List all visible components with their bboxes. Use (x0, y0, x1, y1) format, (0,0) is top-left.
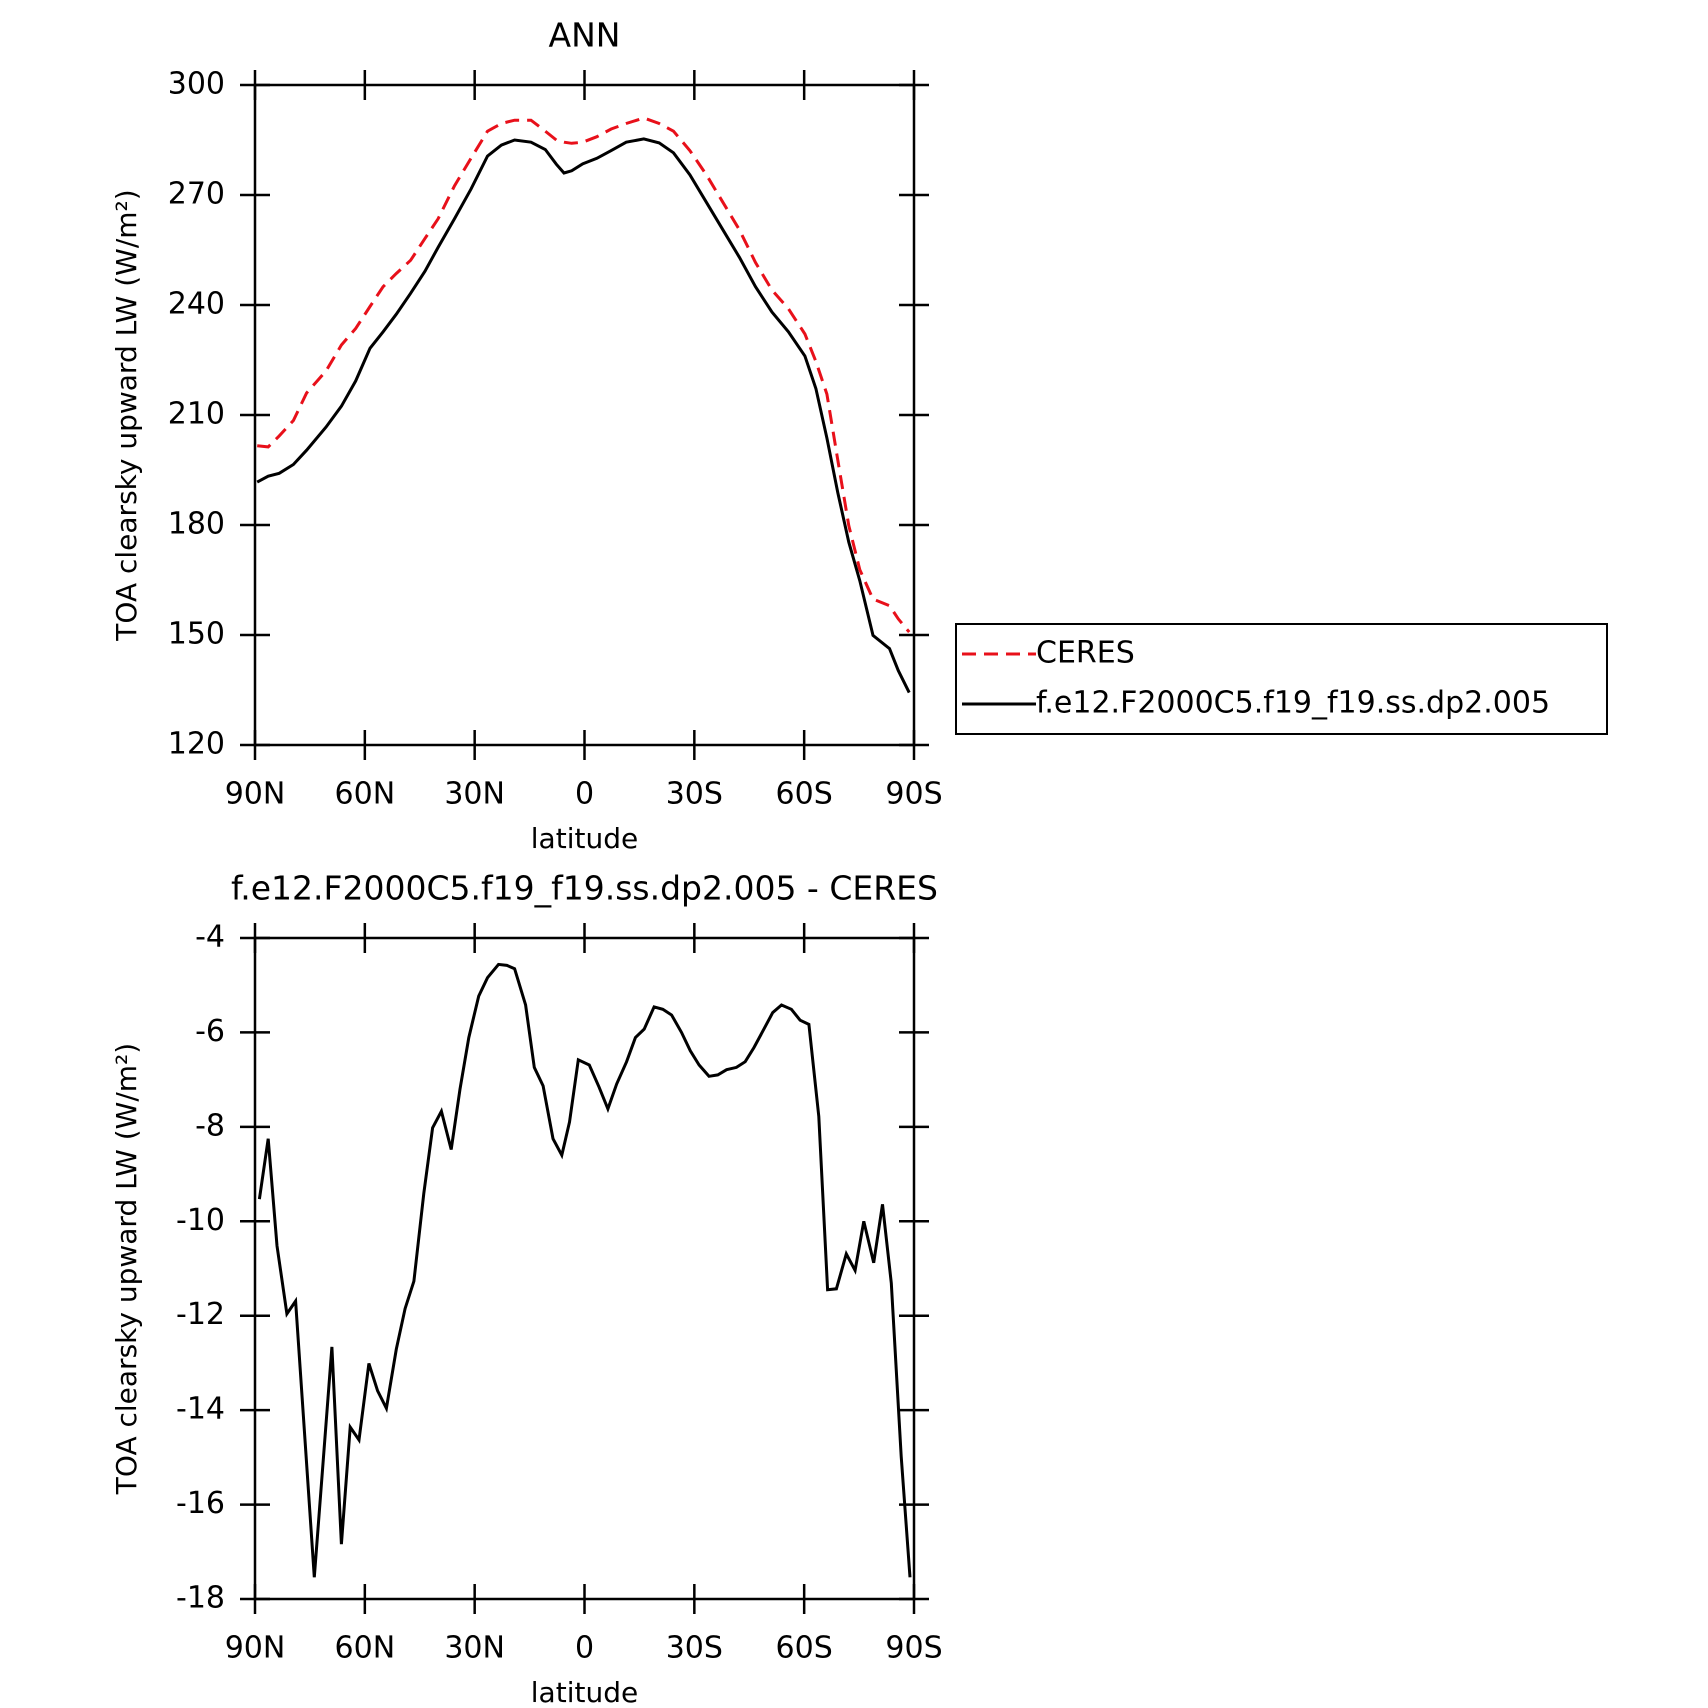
y-tick-label: 270 (168, 177, 225, 212)
legend-label: f.e12.F2000C5.f19_f19.ss.dp2.005 (1036, 686, 1550, 721)
y-tick-label: -14 (176, 1392, 225, 1427)
y-tick-label: 120 (168, 727, 225, 762)
y-tick-label: -10 (176, 1203, 225, 1238)
chart-title: f.e12.F2000C5.f19_f19.ss.dp2.005 - CERES (231, 869, 938, 908)
data-line (257, 962, 912, 1578)
y-tick-label: -6 (195, 1014, 225, 1049)
legend-label: CERES (1036, 636, 1135, 671)
x-tick-label: 30N (444, 1631, 505, 1666)
y-tick-label: 180 (168, 507, 225, 542)
x-tick-label: 90S (885, 1631, 942, 1666)
x-tick-label: 60N (335, 777, 396, 812)
x-axis-label: latitude (531, 822, 638, 855)
x-tick-label: 0 (575, 1631, 594, 1666)
x-tick-label: 60S (776, 777, 833, 812)
x-tick-label: 90N (225, 1631, 286, 1666)
x-tick-label: 30S (666, 1631, 723, 1666)
y-tick-label: 150 (168, 617, 225, 652)
x-axis-label: latitude (531, 1676, 638, 1708)
y-tick-label: -18 (176, 1581, 225, 1616)
y-tick-label: -16 (176, 1486, 225, 1521)
y-tick-label: -12 (176, 1297, 225, 1332)
y-tick-label: -4 (195, 920, 225, 955)
plot-frame (253, 936, 916, 1601)
chart-title: ANN (549, 16, 621, 55)
y-tick-label: 240 (168, 287, 225, 322)
y-tick-label: -8 (195, 1108, 225, 1143)
x-tick-label: 90S (885, 777, 942, 812)
y-tick-label: 300 (168, 67, 225, 102)
x-tick-label: 30N (444, 777, 505, 812)
y-axis-label: TOA clearsky upward LW (W/m²) (110, 1043, 143, 1495)
legend-box (955, 623, 1608, 735)
x-tick-label: 60S (776, 1631, 833, 1666)
y-axis-label: TOA clearsky upward LW (W/m²) (110, 189, 143, 641)
plot-frame (253, 83, 916, 747)
data-line (257, 116, 911, 634)
x-tick-label: 60N (335, 1631, 396, 1666)
x-tick-label: 0 (575, 777, 594, 812)
data-line (256, 137, 911, 694)
y-tick-label: 210 (168, 397, 225, 432)
x-tick-label: 90N (225, 777, 286, 812)
x-tick-label: 30S (666, 777, 723, 812)
